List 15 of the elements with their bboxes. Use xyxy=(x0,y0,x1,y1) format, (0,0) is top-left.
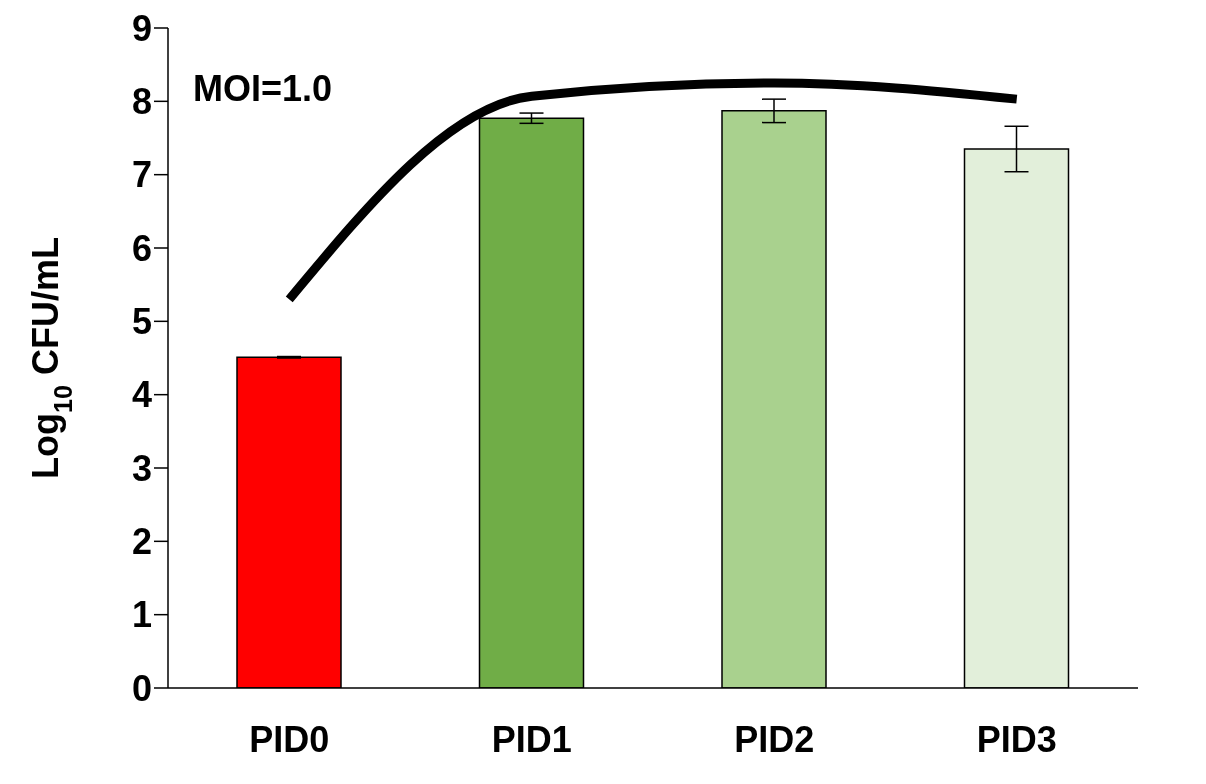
y-tick-label: 6 xyxy=(131,227,152,269)
y-tick-label: 3 xyxy=(131,447,152,489)
x-tick-label: PID0 xyxy=(249,718,330,760)
y-tick-label: 1 xyxy=(131,594,152,636)
y-tick-label: 2 xyxy=(131,521,152,563)
y-tick-label: 7 xyxy=(131,154,152,196)
x-tick-label: PID3 xyxy=(976,718,1057,760)
x-tick-label: PID1 xyxy=(491,718,572,760)
y-tick-label: 8 xyxy=(131,81,152,123)
y-tick-label: 5 xyxy=(131,301,152,343)
y-tick-label: 0 xyxy=(131,667,152,709)
x-tick-label: PID2 xyxy=(734,718,815,760)
y-tick-label: 4 xyxy=(131,374,152,416)
annotation: MOI=1.0 xyxy=(193,68,333,110)
y-tick-label: 9 xyxy=(131,7,152,49)
